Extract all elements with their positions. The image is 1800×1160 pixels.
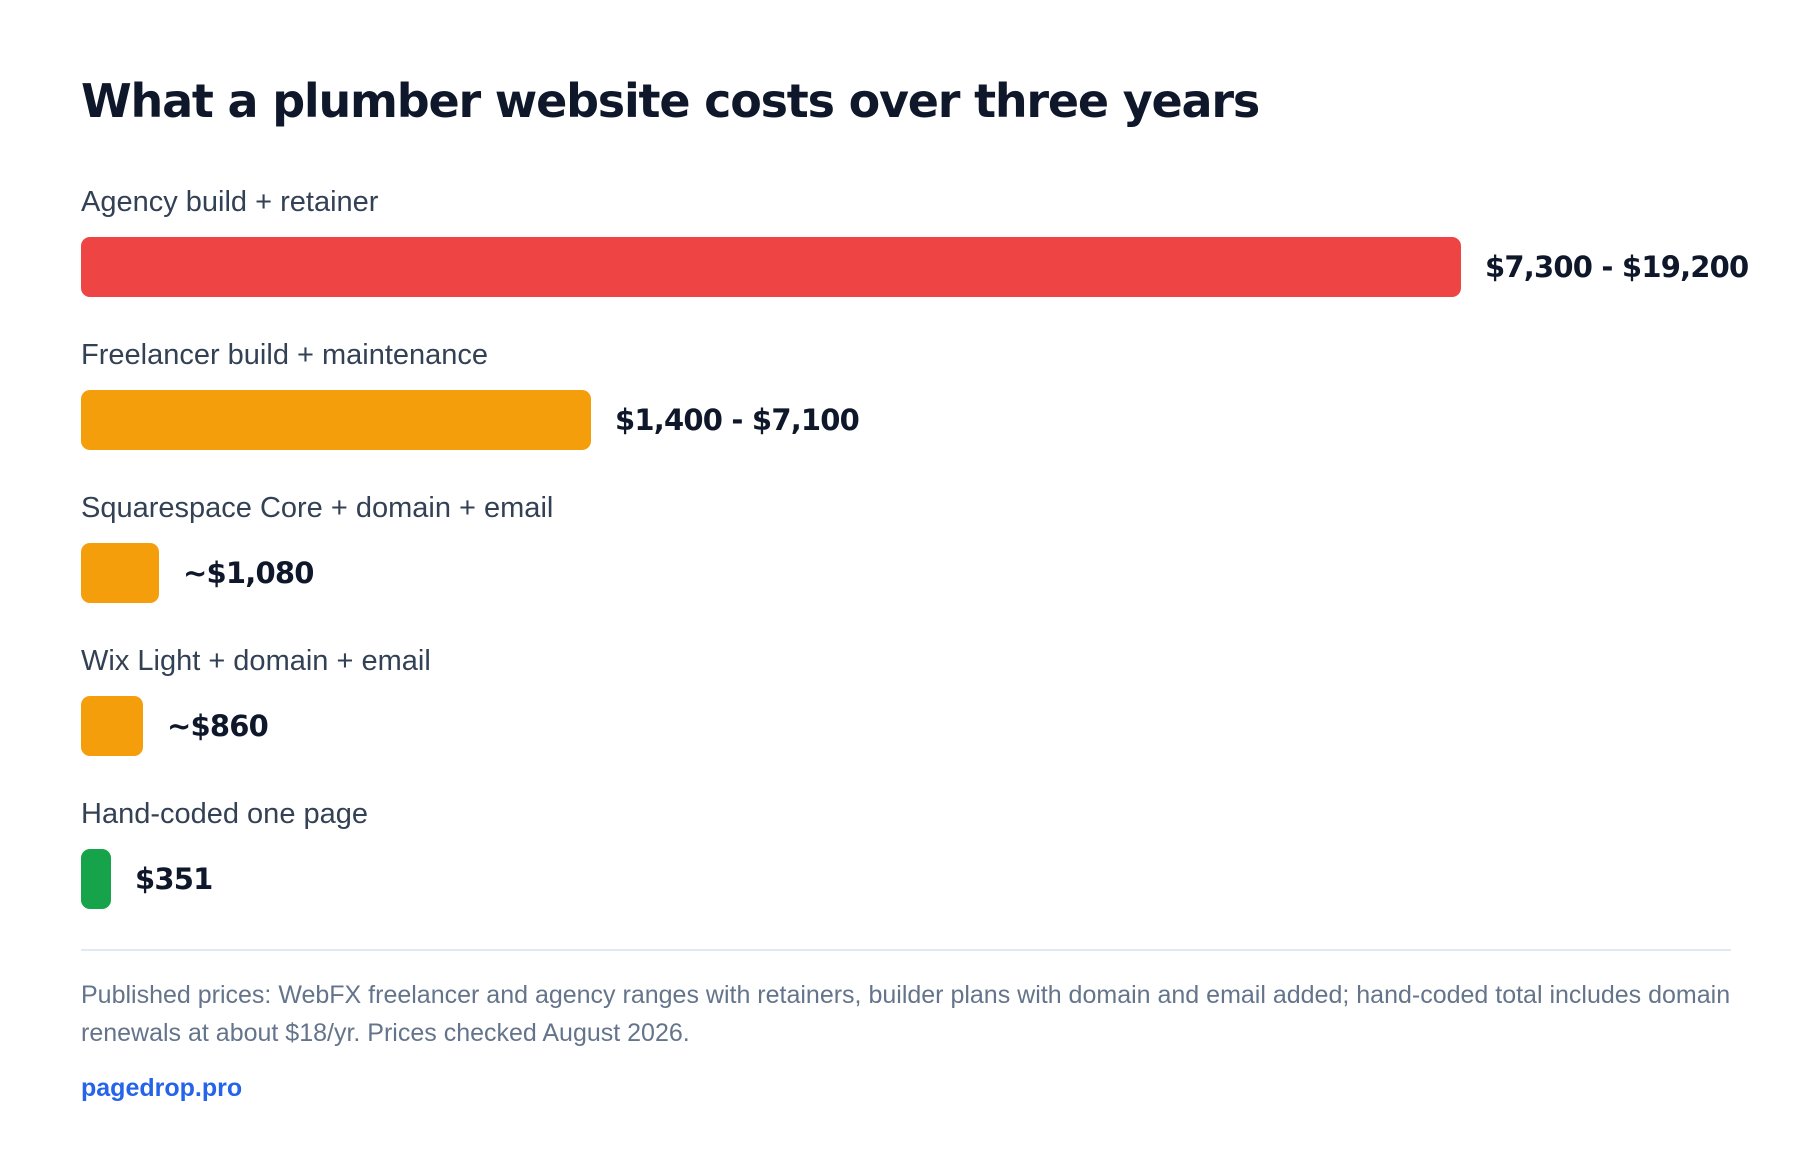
chart-title: What a plumber website costs over three …: [81, 74, 1260, 128]
divider: [81, 949, 1731, 951]
source-link[interactable]: pagedrop.pro: [81, 1074, 243, 1102]
bar-category-label: Wix Light + domain + email: [81, 645, 431, 677]
bar-value-label: ~$860: [167, 709, 269, 743]
bar-value-label: $351: [135, 862, 213, 896]
bar-category-label: Agency build + retainer: [81, 186, 379, 218]
bar-category-label: Hand-coded one page: [81, 798, 369, 830]
bar-row: Agency build + retainer $7,300 - $19,200: [81, 185, 1749, 335]
bar: [81, 696, 143, 756]
footnote: Published prices: WebFX freelancer and a…: [81, 981, 1731, 1047]
bar-chart: Agency build + retainer $7,300 - $19,200 F…: [81, 185, 1749, 985]
bar-value-label: $1,400 - $7,100: [615, 403, 860, 437]
bar-category-label: Freelancer build + maintenance: [81, 339, 489, 371]
bar: [81, 390, 591, 450]
bar-row: Squarespace Core + domain + email ~$1,080: [81, 491, 1731, 641]
bar: [81, 543, 159, 603]
bar-row: Freelancer build + maintenance $1,400 - $…: [81, 338, 1731, 488]
bar: [81, 849, 111, 909]
bar-row: Wix Light + domain + email ~$860: [81, 644, 1731, 794]
bar: [81, 237, 1461, 297]
bar-category-label: Squarespace Core + domain + email: [81, 492, 554, 524]
bar-value-label: $7,300 - $19,200: [1485, 250, 1749, 284]
bar-row: Hand-coded one page $351: [81, 797, 1731, 947]
bar-value-label: ~$1,080: [183, 556, 314, 590]
